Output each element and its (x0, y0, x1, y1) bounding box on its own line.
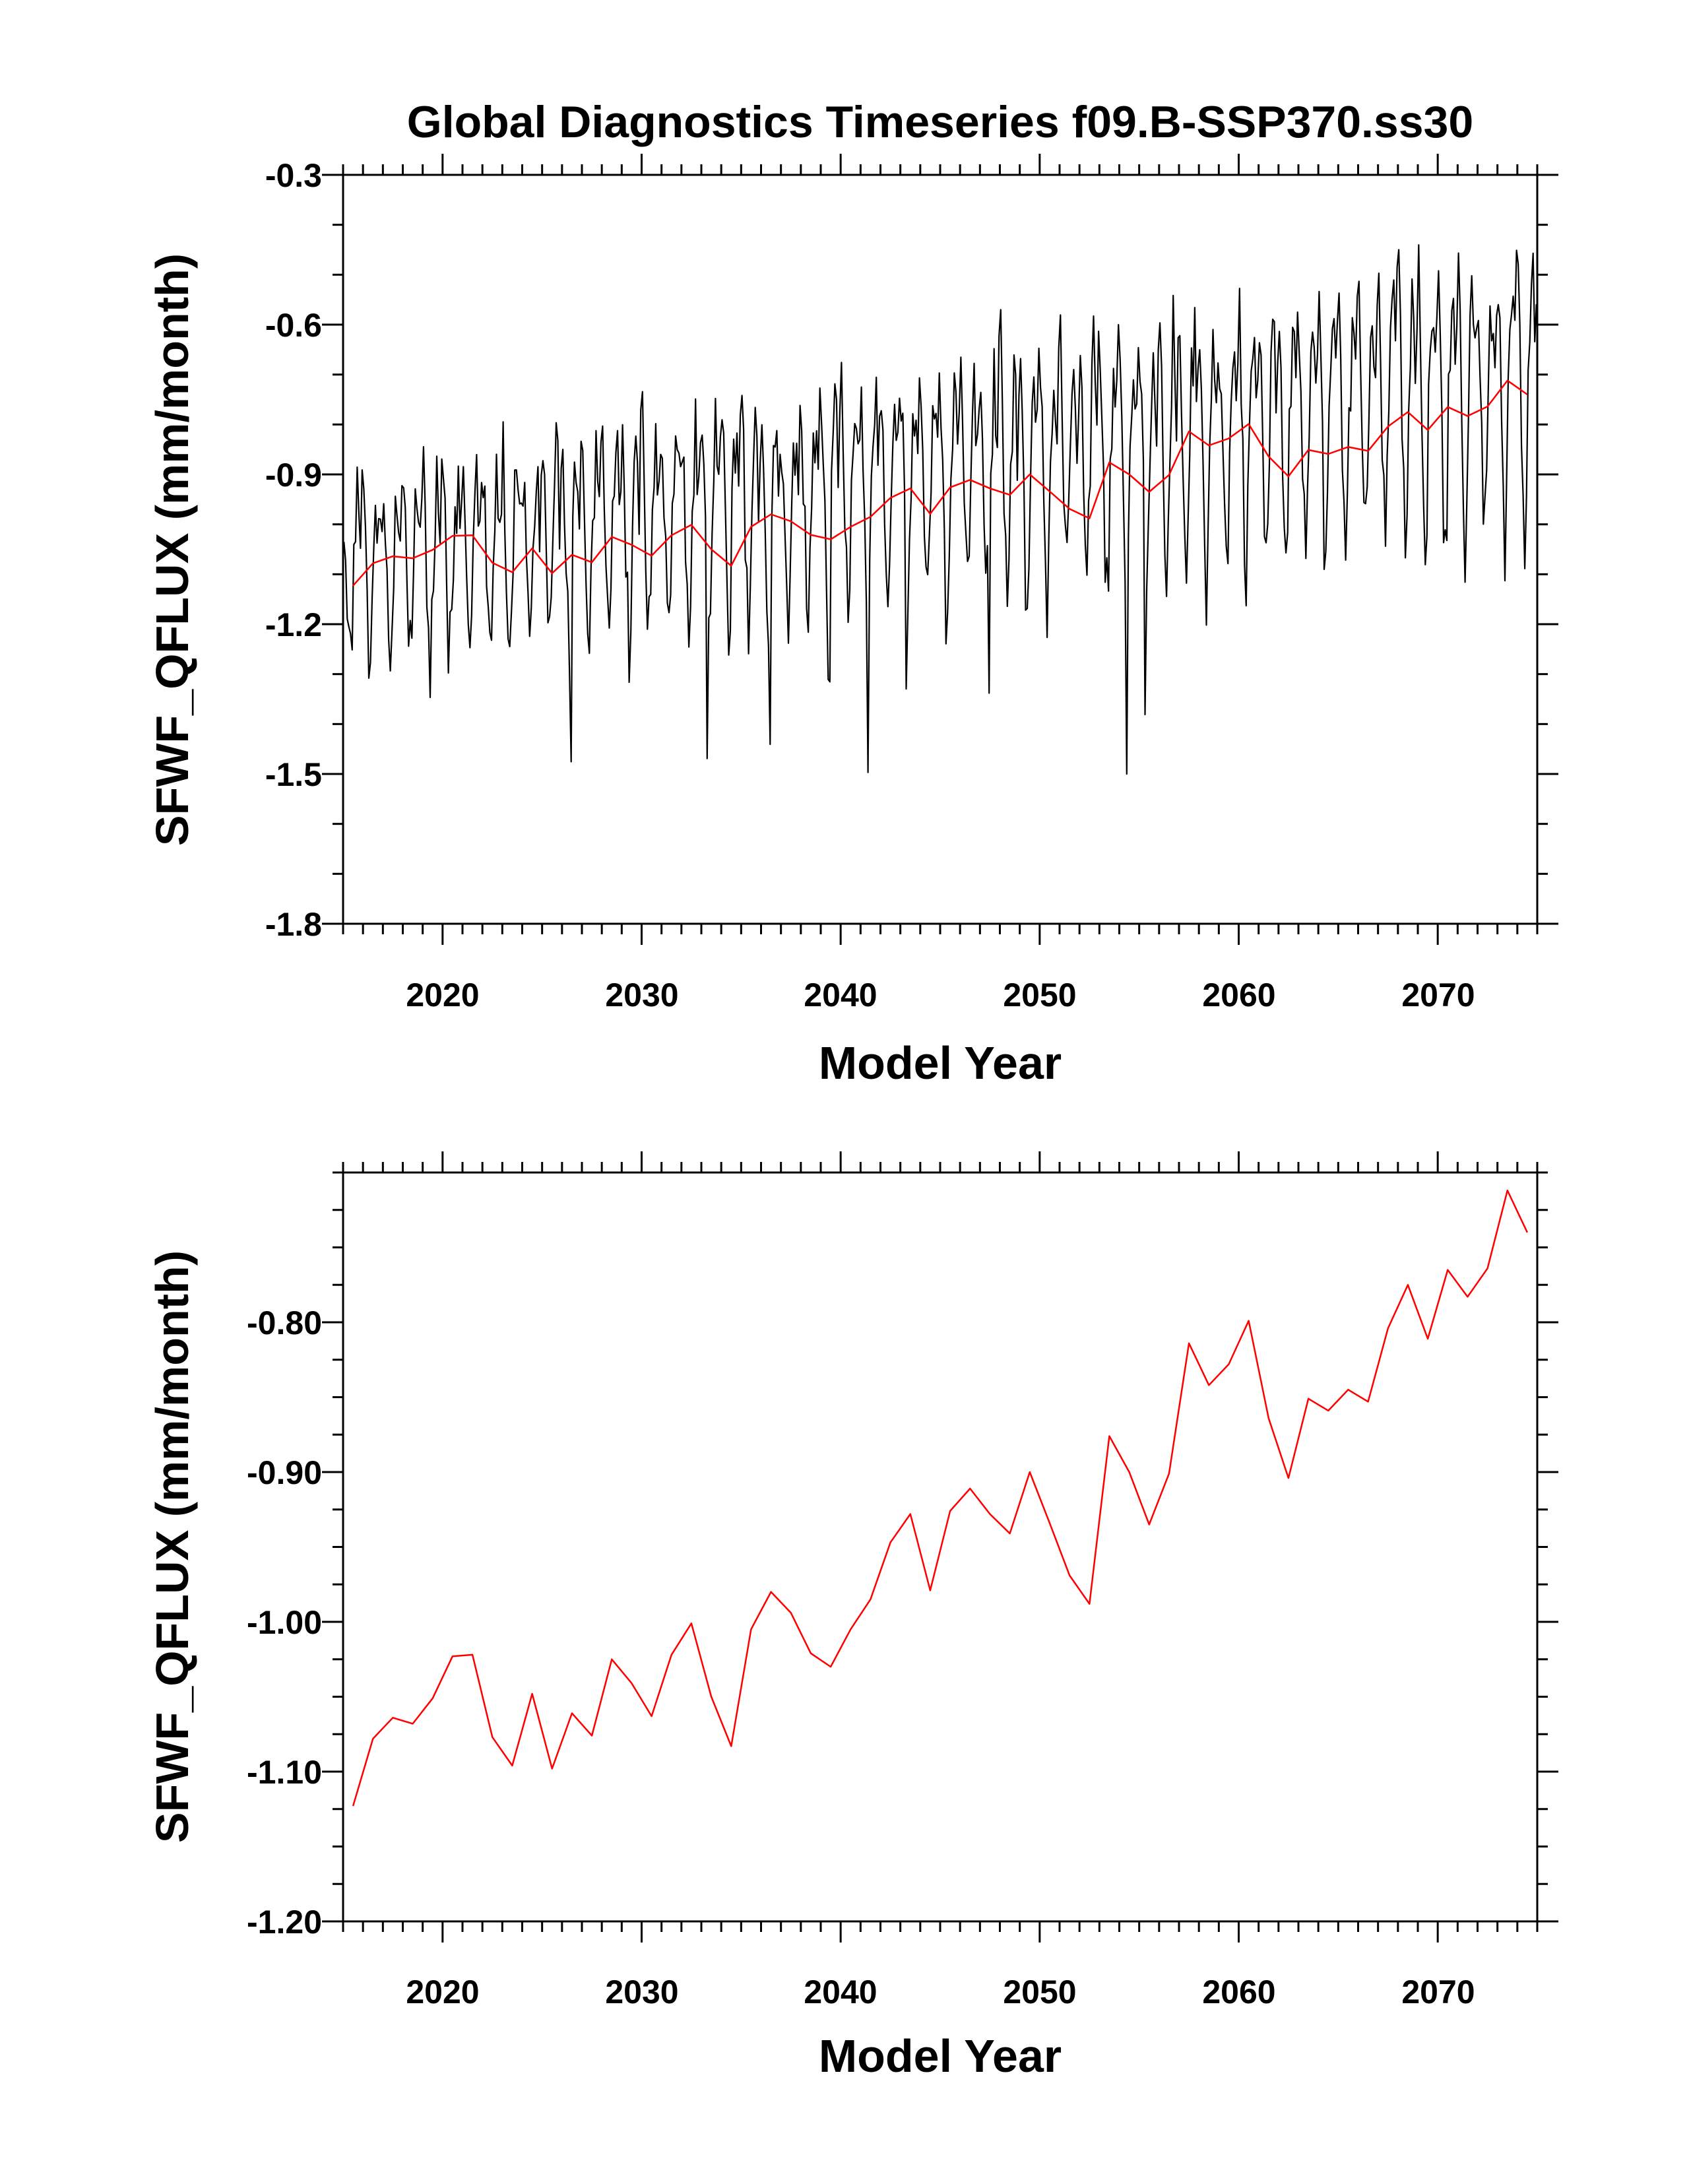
annual-mean-line (352, 379, 1528, 587)
plot-frame (342, 1171, 1539, 1923)
x-axis-label: Model Year (819, 1037, 1062, 1089)
x-tick-label: 2070 (1401, 1974, 1475, 2010)
y-axis-label: SFWF_QFLUX (mm/month) (146, 253, 198, 846)
y-tick-label: -0.3 (265, 157, 322, 194)
x-tick-label: 2040 (804, 1974, 877, 2010)
y-tick-labels: -1.20 -1.10 -1.00 -0.90 -0.80 (247, 1304, 322, 1941)
x-tick-label: 2060 (1202, 977, 1275, 1013)
y-tick-label: -0.6 (265, 307, 322, 344)
x-tick-label: 2050 (1003, 1974, 1076, 2010)
y-tick-label: -1.10 (247, 1754, 322, 1791)
x-tick-label: 2060 (1202, 1974, 1275, 2010)
x-axis-label: Model Year (819, 2030, 1062, 2082)
y-tick-label: -0.9 (265, 457, 322, 494)
x-tick-label: 2050 (1003, 977, 1076, 1013)
y-tick-label: -1.8 (265, 906, 322, 943)
y-tick-labels: -1.8 -1.5 -1.2 -0.9 -0.6 -0.3 (265, 157, 322, 943)
y-tick-label: -0.90 (247, 1454, 322, 1491)
monthly-series-line (343, 244, 1537, 775)
y-tick-label: -1.5 (265, 756, 322, 793)
x-tick-label: 2070 (1401, 977, 1475, 1013)
top-panel: Global Diagnostics Timeseries f09.B-SSP3… (146, 97, 1558, 1089)
y-tick-label: -1.2 (265, 606, 322, 643)
x-tick-labels: 2020 2030 2040 2050 2060 2070 (406, 1974, 1475, 2010)
chart-title: Global Diagnostics Timeseries f09.B-SSP3… (407, 97, 1473, 147)
axis-ticks (322, 1151, 1558, 1943)
bottom-panel: -1.20 -1.10 -1.00 -0.90 -0.80 2020 2030 … (146, 1151, 1558, 2082)
y-tick-label: -0.80 (247, 1304, 322, 1341)
x-tick-label: 2020 (406, 977, 479, 1013)
series-group (352, 1189, 1529, 1807)
x-tick-label: 2030 (605, 977, 678, 1013)
y-axis-label: SFWF_QFLUX (mm/month) (146, 1250, 198, 1843)
x-tick-label: 2040 (804, 977, 877, 1013)
x-tick-labels: 2020 2030 2040 2050 2060 2070 (406, 977, 1475, 1013)
y-tick-label: -1.00 (247, 1604, 322, 1641)
axis-ticks (322, 154, 1558, 945)
annual-mean-line (352, 1189, 1529, 1807)
y-tick-label: -1.20 (247, 1904, 322, 1941)
series-group (343, 244, 1537, 775)
x-tick-label: 2030 (605, 1974, 678, 2010)
x-tick-label: 2020 (406, 1974, 479, 2010)
